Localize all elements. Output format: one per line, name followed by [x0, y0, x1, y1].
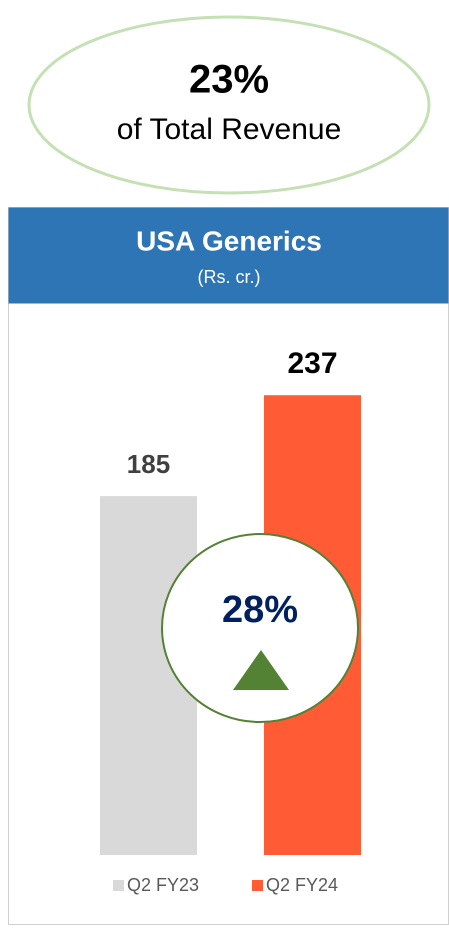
value-label: 237: [287, 347, 337, 380]
value-label: 185: [127, 449, 170, 479]
revenue-share: 23%: [189, 58, 269, 102]
legend-swatch: [252, 880, 263, 891]
legend: Q2 FY23 Q2 FY24: [113, 875, 338, 895]
growth-label: 28%: [222, 589, 298, 631]
legend-label: Q2 FY24: [266, 875, 338, 895]
chart-subtitle: (Rs. cr.): [198, 267, 261, 287]
share-ellipse: [27, 15, 431, 195]
panel-header: [8, 207, 449, 304]
chart-title: USA Generics: [136, 225, 322, 256]
legend-swatch: [113, 880, 124, 891]
revenue-share-caption: of Total Revenue: [117, 113, 342, 146]
legend-label: Q2 FY23: [127, 875, 199, 895]
growth-arrow: [233, 650, 289, 690]
growth-badge: [161, 533, 359, 723]
